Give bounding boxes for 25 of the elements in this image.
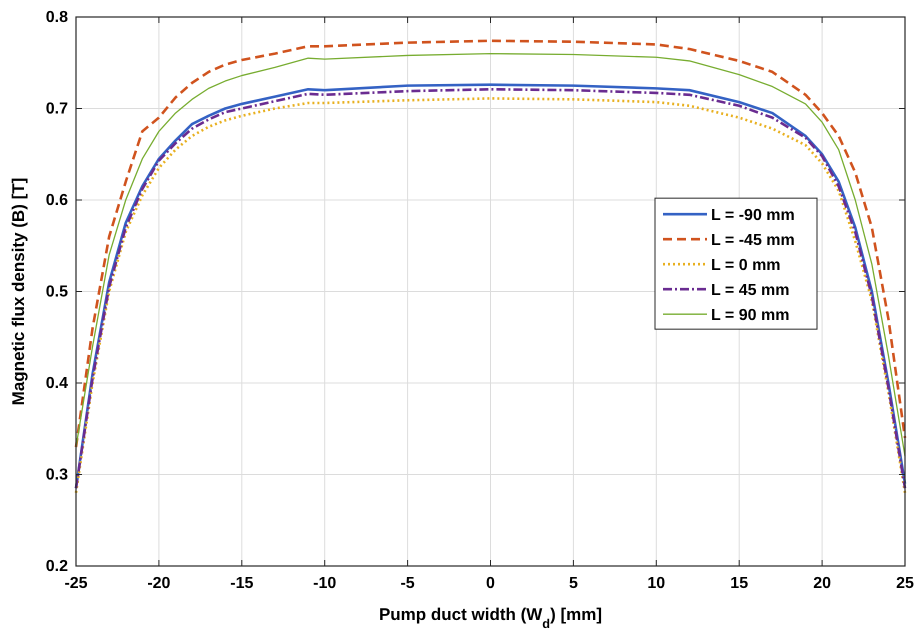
legend-label: L = -45 mm (711, 232, 795, 250)
y-tick-label: 0.4 (46, 375, 68, 392)
x-tick-label: -5 (400, 575, 415, 592)
legend-label: L = 45 mm (711, 282, 790, 300)
x-tick-label: 25 (896, 575, 914, 592)
y-tick-label: 0.3 (46, 466, 68, 484)
x-tick-label: 5 (568, 575, 578, 592)
y-tick-label: 0.6 (46, 192, 68, 209)
y-tick-label: 0.8 (46, 9, 68, 26)
y-tick-label: 0.2 (46, 558, 68, 575)
x-tick-label: -25 (64, 575, 88, 592)
x-tick-label: 10 (647, 575, 666, 592)
y-axis-title: Magnetic flux density (B) [T] (9, 178, 28, 406)
legend-label: L = 90 mm (711, 307, 790, 324)
x-axis-title: Pump duct width (W$_{d}$) [mm] (378, 605, 602, 630)
x-tick-label: -15 (230, 575, 254, 592)
legend-label: L = 0 mm (711, 257, 781, 274)
y-tick-label: 0.5 (46, 284, 68, 300)
x-tick-label: -20 (147, 575, 171, 592)
x-tick-label: -10 (313, 575, 336, 592)
x-tick-label: 0 (486, 575, 496, 592)
y-tick-label: 0.7 (46, 100, 68, 118)
x-tick-label: 20 (813, 575, 832, 592)
legend-label: L = -90 mm (711, 207, 795, 224)
x-tick-label: 15 (730, 575, 748, 592)
